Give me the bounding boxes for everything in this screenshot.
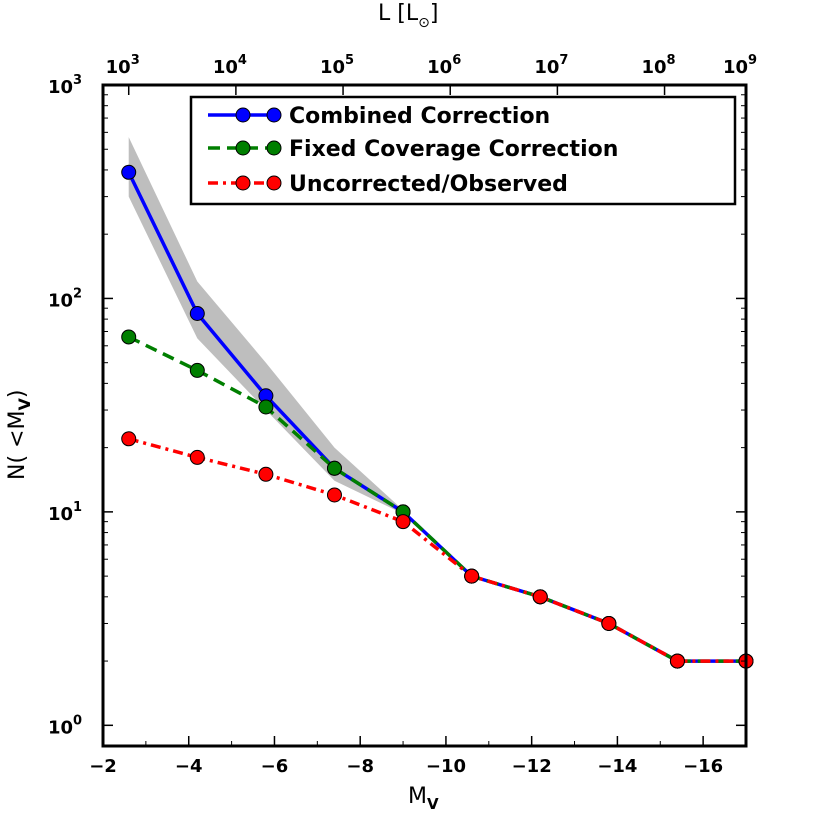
y-tick-exponent: 3	[73, 73, 82, 88]
top-tick-base: 10	[320, 57, 345, 78]
x-tick-label: −8	[346, 756, 374, 777]
x-tick-label: −12	[512, 756, 552, 777]
top-axis-title: L [L⊙]	[378, 1, 438, 31]
top-tick-exponent: 3	[131, 53, 140, 68]
top-tick-base: 10	[427, 57, 452, 78]
legend-marker-2	[266, 175, 282, 191]
top-tick-label: 104	[213, 53, 247, 78]
series-1-point	[258, 399, 274, 415]
top-tick-exponent: 5	[345, 53, 354, 68]
y-tick-label: 101	[48, 500, 82, 525]
series-2-point	[189, 449, 205, 465]
top-tick-base: 10	[213, 57, 238, 78]
y-tick-base: 10	[48, 504, 73, 525]
y-axis-title: N( <MV)	[5, 390, 34, 480]
legend-label-1: Fixed Coverage Correction	[289, 137, 618, 162]
legend: Combined Correction Fixed Coverage Correc…	[189, 95, 737, 206]
y-axis-title-close: )	[5, 390, 30, 399]
series-1-point	[189, 362, 205, 378]
series-0-point	[121, 164, 137, 180]
y-tick-exponent: 2	[73, 286, 82, 301]
top-tick-label: 103	[106, 53, 140, 78]
top-tick-exponent: 6	[452, 53, 461, 68]
series-2-point	[258, 466, 274, 482]
top-axis-title-close: ]	[430, 1, 439, 26]
top-tick-base: 10	[534, 57, 559, 78]
y-axis-title-sub: V	[15, 398, 34, 411]
top-tick-base: 10	[106, 57, 131, 78]
x-axis-title: MV	[408, 784, 439, 813]
x-tick-label: −16	[683, 756, 723, 777]
top-tick-exponent: 8	[667, 53, 676, 68]
y-tick-exponent: 1	[73, 500, 82, 515]
top-tick-label: 105	[320, 53, 354, 78]
top-tick-label: 109	[723, 53, 757, 78]
series-layer	[121, 164, 754, 669]
legend-marker-1	[235, 140, 251, 156]
x-tick-label: −14	[597, 756, 637, 777]
top-tick-base: 10	[723, 57, 748, 78]
y-tick-base: 10	[48, 290, 73, 311]
x-axis-title-main: M	[408, 784, 427, 809]
series-2-point	[395, 514, 411, 530]
series-2-point	[601, 615, 617, 631]
top-tick-base: 10	[641, 57, 666, 78]
top-tick-label: 107	[534, 53, 568, 78]
legend-marker-0	[266, 107, 282, 123]
top-axis-title-main: L [L	[378, 1, 419, 26]
top-tick-label: 106	[427, 53, 461, 78]
x-tick-label: −4	[175, 756, 203, 777]
y-tick-label: 103	[48, 73, 82, 98]
series-line-1	[127, 335, 746, 663]
y-tick-base: 10	[48, 717, 73, 738]
y-axis-title-main: N( <M	[5, 411, 30, 480]
legend-marker-2	[235, 175, 251, 191]
top-tick-exponent: 4	[238, 53, 247, 68]
y-tick-label: 102	[48, 286, 82, 311]
y-tick-exponent: 0	[73, 713, 82, 728]
top-axis-title-symbol: ⊙	[418, 15, 430, 31]
series-2-point	[121, 431, 137, 447]
series-2-point	[464, 568, 480, 584]
legend-label-0: Combined Correction	[289, 104, 550, 129]
top-tick-exponent: 7	[559, 53, 568, 68]
top-tick-exponent: 9	[748, 53, 757, 68]
series-2-point	[326, 487, 342, 503]
x-axis-title-sub: V	[427, 795, 439, 813]
x-tick-label: −2	[89, 756, 117, 777]
series-line-2	[128, 437, 746, 663]
series-1-point	[121, 329, 137, 345]
top-tick-label: 108	[641, 53, 675, 78]
series-1-point	[326, 460, 342, 476]
legend-marker-0	[235, 107, 251, 123]
legend-marker-1	[266, 140, 282, 156]
series-2-point	[669, 653, 685, 669]
legend-label-2: Uncorrected/Observed	[289, 172, 568, 197]
x-tick-label: −10	[426, 756, 466, 777]
legend-box	[189, 95, 737, 206]
series-0-point	[189, 306, 205, 322]
x-tick-label: −6	[261, 756, 289, 777]
y-tick-label: 100	[48, 713, 82, 738]
plot-frame	[101, 83, 748, 748]
y-tick-base: 10	[48, 77, 73, 98]
series-2-point	[532, 589, 548, 605]
